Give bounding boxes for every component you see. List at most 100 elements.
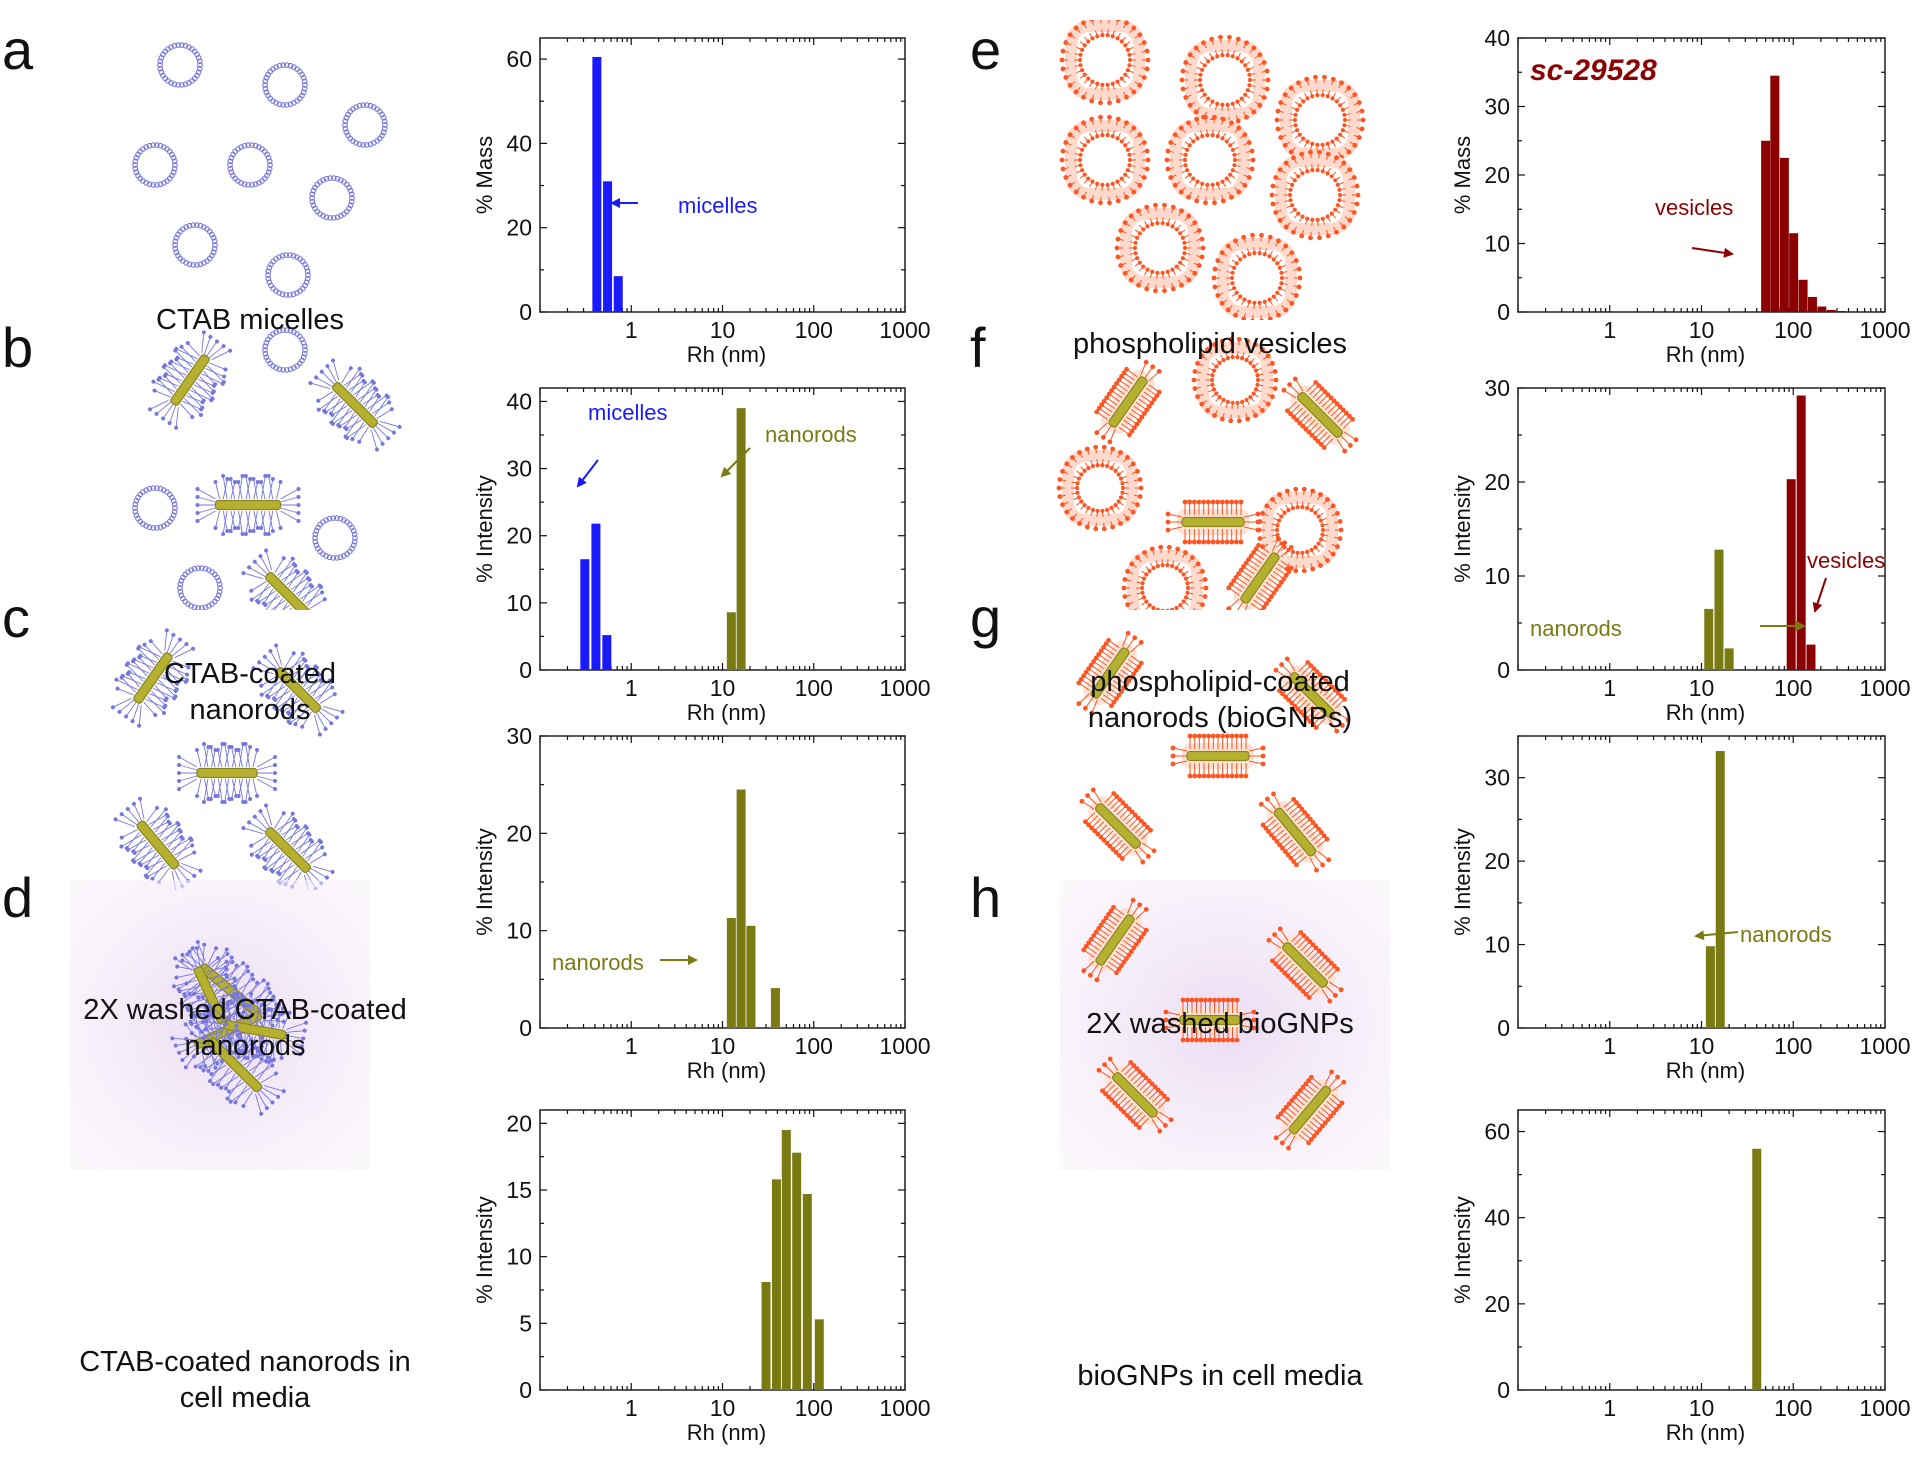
micelle-icon <box>312 515 358 561</box>
gold-rod <box>133 652 173 704</box>
y-tick-label: 0 <box>1497 657 1510 683</box>
y-axis-label: % Intensity <box>472 828 497 936</box>
y-tick-label: 30 <box>1484 765 1510 791</box>
y-tick-label: 10 <box>506 1244 532 1270</box>
gold-rod <box>1111 1071 1159 1119</box>
bar-vesicles <box>1786 479 1796 670</box>
x-tick-label: 10 <box>710 1033 736 1059</box>
schematic-biognps-in-cell-media <box>1060 880 1390 1170</box>
chart-g-intensity-distribution: 1 10 100 1000 0 10 20 30 Rh (nm) % Intensity nanor… <box>1450 735 1911 1083</box>
plot-frame <box>539 1109 906 1391</box>
gold-rod <box>1273 807 1317 857</box>
y-axis-label: % Intensity <box>472 475 497 583</box>
caption-h: bioGNPs in cell media <box>1040 1358 1400 1394</box>
annotation-vesicles: vesicles <box>1807 548 1885 573</box>
gold-rod <box>223 1020 287 1040</box>
x-tick-label: 1 <box>1603 1033 1616 1059</box>
y-tick-label: 0 <box>519 1377 532 1403</box>
y-tick-label: 20 <box>506 1110 532 1136</box>
x-axis-label: Rh (nm) <box>1666 342 1745 367</box>
y-axis-label: % Mass <box>1450 136 1475 214</box>
caption-c-line1: 2X washed CTAB-coated <box>83 994 407 1026</box>
bar-vesicles <box>1770 75 1780 312</box>
x-axis-label: Rh (nm) <box>1666 700 1745 725</box>
nanorod-icon <box>1163 997 1257 1043</box>
bar-nanorods <box>746 925 756 1028</box>
panel-label-b: b <box>2 316 34 379</box>
arrow-vesicles <box>1812 577 1827 613</box>
vesicle-icon <box>1059 20 1151 106</box>
x-tick-label: 1 <box>625 1033 638 1059</box>
bar-aggregates <box>781 1130 791 1390</box>
gold-rod <box>1094 802 1142 850</box>
x-axis-label: Rh (nm) <box>687 1420 766 1445</box>
y-tick-label: 15 <box>506 1177 532 1203</box>
y-tick-label: 5 <box>519 1310 532 1336</box>
caption-b: CTAB-coated nanorods <box>80 656 420 728</box>
panel-label-a: a <box>2 18 34 81</box>
gold-rod <box>207 1037 263 1093</box>
annotation-nanorods: nanorods <box>1530 616 1622 641</box>
bar-aggregates <box>771 1179 781 1390</box>
nanorod-icon <box>1226 535 1294 610</box>
y-axis-label: % Intensity <box>472 1196 497 1304</box>
gold-rod <box>1181 516 1245 528</box>
y-tick-label: 10 <box>506 918 532 944</box>
gold-rod <box>1296 391 1344 439</box>
caption-e-line1: phospholipid vesicles <box>1072 328 1348 360</box>
plot-frame <box>1517 1109 1886 1391</box>
x-tick-label: 100 <box>1774 1033 1812 1059</box>
plot-frame <box>1517 735 1886 1029</box>
annotation-nanorods: nanorods <box>765 422 857 447</box>
caption-c: 2X washed CTAB-coated nanorods <box>40 992 450 1064</box>
y-tick-label: 40 <box>1484 25 1510 51</box>
y-axis-label: % Mass <box>472 136 497 214</box>
y-tick-label: 40 <box>506 130 532 156</box>
y-tick-label: 60 <box>506 46 532 72</box>
nanorod-icon <box>1165 499 1261 545</box>
x-tick-label: 100 <box>1774 675 1812 701</box>
x-tick-label: 10 <box>1689 1033 1715 1059</box>
bar-vesicles <box>1836 310 1846 312</box>
bar-micelles <box>591 523 601 670</box>
x-axis-label: Rh (nm) <box>687 1058 766 1083</box>
caption-d-line2: cell media <box>179 1382 311 1414</box>
vesicle-icon <box>1164 114 1256 206</box>
y-axis-label: % Intensity <box>1450 475 1475 583</box>
chart-h-intensity-distribution: 1 10 100 1000 0 20 40 60 Rh (nm) % Intensity <box>1450 1109 1911 1445</box>
bar-nanorods <box>1724 648 1734 670</box>
bar-vesicles <box>1817 306 1827 312</box>
micelle-icon <box>309 175 355 221</box>
y-tick-label: 20 <box>506 820 532 846</box>
annotation-vesicles: vesicles <box>1655 195 1733 220</box>
nanorod-icon <box>1076 630 1144 716</box>
bar-nanorods <box>1715 751 1725 1028</box>
x-tick-label: 1000 <box>1859 1033 1910 1059</box>
vesicle-icon <box>1191 336 1279 424</box>
x-tick-label: 100 <box>795 675 833 701</box>
y-tick-label: 30 <box>1484 94 1510 120</box>
arrow-nanorods <box>1694 930 1739 941</box>
caption-b-line1: CTAB-coated <box>164 658 336 690</box>
x-tick-label: 1 <box>625 675 638 701</box>
bar-vesicles <box>1806 644 1816 670</box>
vesicle-icon <box>1179 34 1271 126</box>
x-tick-label: 1 <box>1603 317 1616 343</box>
x-tick-label: 1 <box>1603 675 1616 701</box>
x-tick-label: 1000 <box>1859 317 1910 343</box>
y-tick-label: 30 <box>506 456 532 482</box>
bar-nanorods <box>1714 549 1724 670</box>
schematic-ctab-nanorods-in-cell-media <box>70 880 370 1170</box>
gold-rod <box>1288 671 1336 719</box>
bar-vesicles <box>1798 279 1808 312</box>
y-tick-label: 20 <box>506 215 532 241</box>
bar-vesicles <box>1807 296 1817 312</box>
x-tick-label: 1000 <box>879 317 930 343</box>
y-tick-label: 40 <box>506 388 532 414</box>
micelle-icon <box>177 565 223 610</box>
nanorod-icon <box>171 942 247 1048</box>
gold-rod <box>1179 1014 1241 1026</box>
x-tick-label: 100 <box>795 1033 833 1059</box>
y-tick-label: 20 <box>506 523 532 549</box>
panel-label-f: f <box>970 316 986 379</box>
